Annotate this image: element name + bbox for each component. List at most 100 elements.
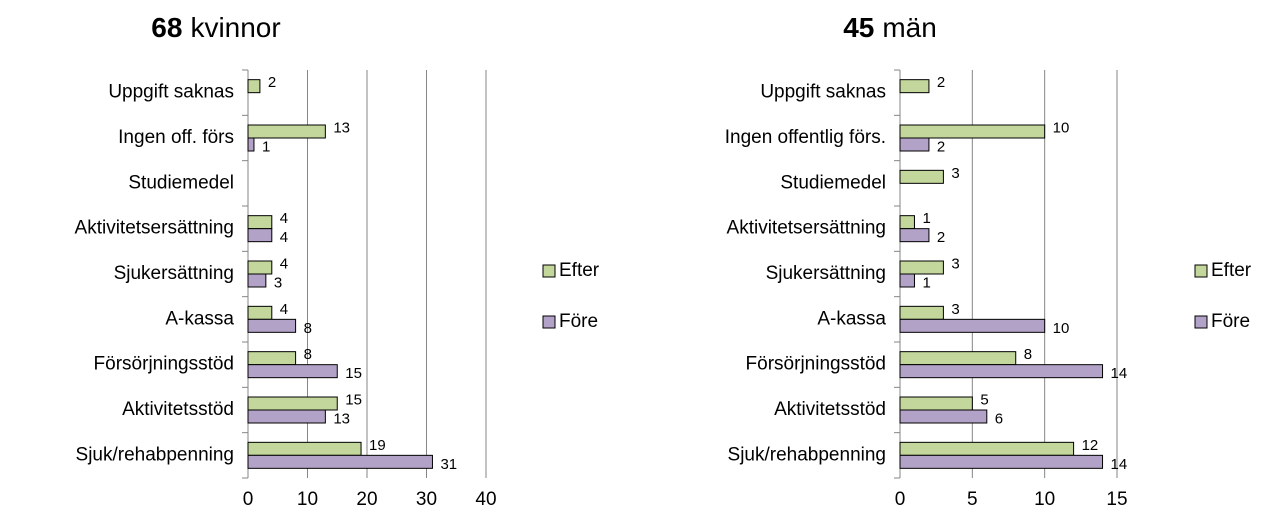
- title-text: kvinnor: [190, 12, 280, 43]
- x-tick-label: 0: [895, 489, 906, 510]
- value-label: 4: [280, 301, 288, 318]
- value-label: 3: [951, 255, 959, 272]
- bar: [247, 228, 273, 243]
- value-label: 19: [369, 437, 386, 454]
- value-label: 8: [304, 346, 312, 363]
- value-label: 14: [1111, 456, 1128, 473]
- bar: [899, 137, 930, 152]
- bar: [899, 273, 915, 288]
- bar: [247, 79, 261, 94]
- value-label: 2: [268, 74, 276, 91]
- value-label: 2: [937, 229, 945, 246]
- y-tick-label: Aktivitetsersättning: [727, 218, 886, 239]
- bar: [247, 273, 267, 288]
- bar: [899, 351, 1017, 366]
- y-tick-label: Ingen off. förs: [118, 127, 234, 148]
- bar: [247, 364, 338, 379]
- bar: [247, 454, 433, 469]
- value-label: 1: [922, 274, 930, 291]
- y-tick-label: Ingen offentlig förs.: [725, 127, 886, 148]
- legend-swatch: [542, 315, 556, 329]
- y-tick-label: A-kassa: [817, 308, 886, 329]
- bar: [899, 364, 1104, 379]
- value-label: 13: [333, 410, 350, 427]
- legend-label: Före: [1211, 311, 1250, 332]
- y-tick-label: Aktivitetsersättning: [75, 218, 234, 239]
- bar: [899, 215, 915, 230]
- bar: [247, 305, 273, 320]
- value-label: 31: [440, 456, 457, 473]
- value-label: 10: [1053, 119, 1070, 136]
- bar: [899, 79, 930, 94]
- bar: [899, 396, 973, 411]
- value-label: 3: [951, 165, 959, 182]
- y-tick-label: Aktivitetsstöd: [774, 399, 886, 420]
- value-label: 14: [1111, 365, 1128, 382]
- bar: [247, 260, 273, 275]
- x-tick-label: 0: [243, 489, 254, 510]
- x-tick-label: 40: [475, 489, 496, 510]
- bar: [247, 441, 362, 456]
- bar: [899, 318, 1046, 333]
- x-tick-label: 30: [416, 489, 437, 510]
- y-tick-label: Studiemedel: [128, 172, 234, 193]
- y-tick-label: A-kassa: [165, 308, 234, 329]
- legend-swatch: [542, 264, 556, 278]
- value-label: 1: [922, 210, 930, 227]
- value-label: 6: [995, 410, 1003, 427]
- x-tick-label: 10: [297, 489, 318, 510]
- value-label: 13: [333, 119, 350, 136]
- value-label: 8: [1024, 346, 1032, 363]
- title-text: män: [882, 12, 936, 43]
- legend-swatch: [1194, 264, 1208, 278]
- x-tick-label: 20: [356, 489, 377, 510]
- bar: [247, 124, 326, 139]
- title-number: 68: [151, 12, 182, 43]
- bar: [899, 169, 944, 184]
- bar: [899, 228, 930, 243]
- bar: [247, 409, 326, 424]
- y-tick-label: Aktivitetsstöd: [122, 399, 234, 420]
- value-label: 2: [937, 138, 945, 155]
- bar: [899, 305, 944, 320]
- bar: [247, 396, 338, 411]
- chart-title: 68 kvinnor: [151, 12, 280, 43]
- value-label: 8: [304, 320, 312, 337]
- y-tick-label: Sjuk/rehabpenning: [728, 444, 886, 465]
- value-label: 15: [345, 365, 362, 382]
- value-label: 15: [345, 391, 362, 408]
- bar: [247, 137, 255, 152]
- y-tick-label: Försörjningsstöd: [746, 354, 886, 375]
- value-label: 4: [280, 255, 288, 272]
- x-tick-label: 10: [1034, 489, 1055, 510]
- legend-label: Efter: [1211, 260, 1252, 281]
- y-tick-label: Försörjningsstöd: [94, 354, 234, 375]
- y-tick-label: Studiemedel: [780, 172, 886, 193]
- bar: [899, 441, 1075, 456]
- y-tick-label: Sjuk/rehabpenning: [76, 444, 234, 465]
- bar: [247, 215, 273, 230]
- bar: [247, 318, 297, 333]
- value-label: 12: [1082, 437, 1099, 454]
- value-label: 4: [280, 210, 288, 227]
- legend-swatch: [1194, 315, 1208, 329]
- value-label: 3: [274, 274, 282, 291]
- x-tick-label: 5: [967, 489, 978, 510]
- value-label: 10: [1053, 320, 1070, 337]
- x-tick-label: 15: [1106, 489, 1127, 510]
- value-label: 4: [280, 229, 288, 246]
- value-label: 3: [951, 301, 959, 318]
- y-tick-label: Uppgift saknas: [760, 82, 886, 103]
- y-tick-label: Sjukersättning: [114, 263, 234, 284]
- bar: [899, 409, 988, 424]
- bar: [247, 351, 297, 366]
- bar: [899, 260, 944, 275]
- value-label: 1: [262, 138, 270, 155]
- bar: [899, 124, 1046, 139]
- bar: [899, 454, 1104, 469]
- y-tick-label: Uppgift saknas: [108, 82, 234, 103]
- title-number: 45: [843, 12, 874, 43]
- value-label: 5: [980, 391, 988, 408]
- legend-label: Före: [559, 311, 598, 332]
